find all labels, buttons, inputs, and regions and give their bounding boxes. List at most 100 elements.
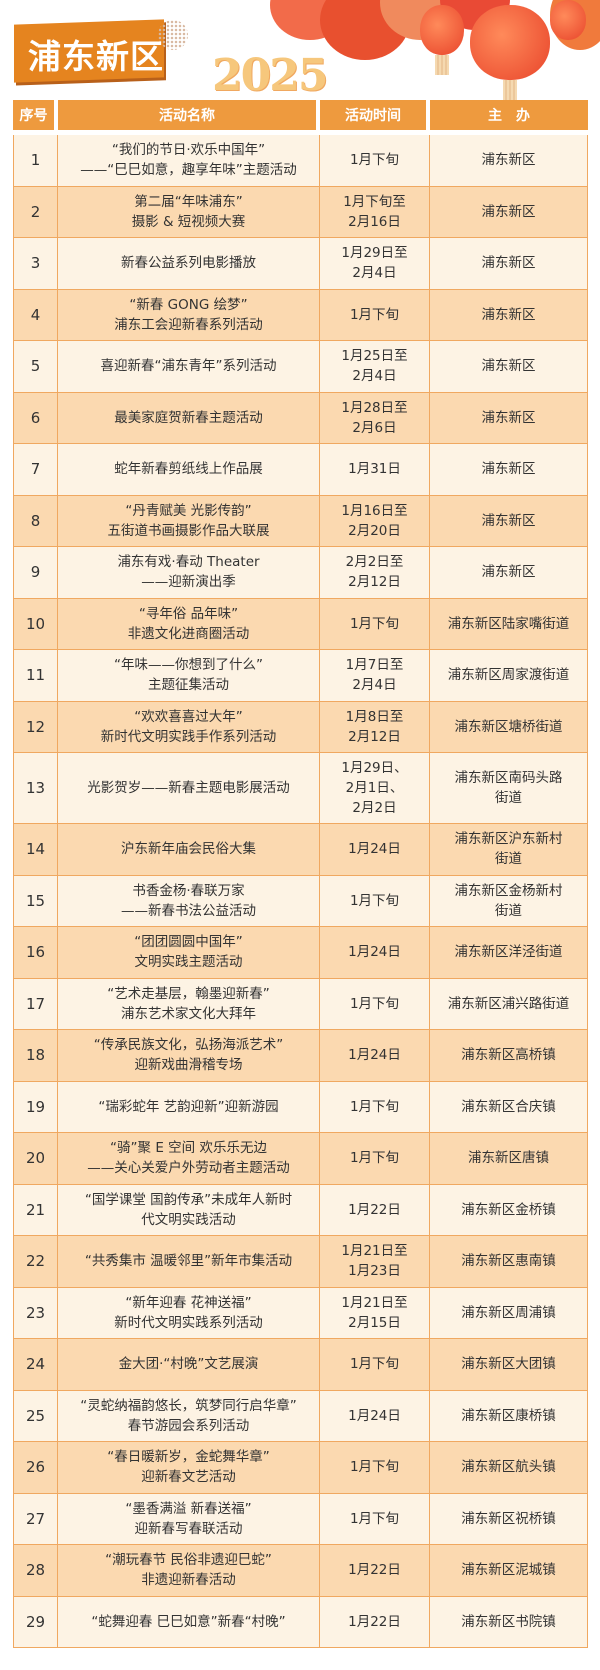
cell-number: 2 — [13, 186, 58, 238]
table-row: 3 新春公益系列电影播放 1月29日至 2月4日 浦东新区 — [13, 238, 588, 290]
table-body: 1 “我们的节日·欢乐中国年” ——“巳巳如意，趣享年味”主题活动 1月下旬 浦东新区… — [13, 135, 588, 1648]
cell-activity-name: “灵蛇纳福韵悠长，筑梦同行启华章” 春节游园会系列活动 — [58, 1390, 320, 1442]
cell-activity-time: 1月下旬 — [320, 1442, 430, 1494]
cell-activity-time: 1月16日至 2月20日 — [320, 495, 430, 547]
cell-host: 浦东新区 — [430, 547, 588, 599]
cell-host: 浦东新区 — [430, 186, 588, 238]
table-header-row: 序号 活动名称 活动时间 主 办 — [13, 100, 588, 135]
cell-activity-name: 书香金杨·春联万家 ——新春书法公益活动 — [58, 875, 320, 927]
cell-number: 16 — [13, 927, 58, 979]
cell-host: 浦东新区 — [430, 238, 588, 290]
cell-activity-time: 1月下旬 — [320, 135, 430, 187]
cell-activity-name: 蛇年新春剪纸线上作品展 — [58, 444, 320, 496]
table-row: 26 “春日暖新岁，金蛇舞华章” 迎新春文艺活动 1月下旬 浦东新区航头镇 — [13, 1442, 588, 1494]
cell-number: 3 — [13, 238, 58, 290]
cell-activity-time: 1月21日至 1月23日 — [320, 1236, 430, 1288]
cell-activity-time: 1月24日 — [320, 1030, 430, 1082]
cell-host: 浦东新区合庆镇 — [430, 1081, 588, 1133]
table-row: 5 喜迎新春“浦东青年”系列活动 1月25日至 2月4日 浦东新区 — [13, 341, 588, 393]
cell-number: 10 — [13, 598, 58, 650]
cell-activity-time: 1月24日 — [320, 1390, 430, 1442]
cell-host: 浦东新区康桥镇 — [430, 1390, 588, 1442]
cell-activity-name: “瑞彩蛇年 艺韵迎新”迎新游园 — [58, 1081, 320, 1133]
cell-number: 13 — [13, 753, 58, 824]
cell-activity-time: 1月下旬至 2月16日 — [320, 186, 430, 238]
cell-number: 9 — [13, 547, 58, 599]
cell-number: 15 — [13, 875, 58, 927]
cell-host: 浦东新区 — [430, 341, 588, 393]
table-row: 24 金大团·“村晚”文艺展演 1月下旬 浦东新区大团镇 — [13, 1339, 588, 1391]
cell-number: 26 — [13, 1442, 58, 1494]
page-title: 浦东新区 — [28, 37, 164, 76]
cell-activity-name: “团团圆圆中国年” 文明实践主题活动 — [58, 927, 320, 979]
cell-number: 17 — [13, 978, 58, 1030]
cell-host: 浦东新区金杨新村 街道 — [430, 875, 588, 927]
cell-host: 浦东新区唐镇 — [430, 1133, 588, 1185]
cell-activity-time: 1月下旬 — [320, 1133, 430, 1185]
cell-activity-time: 1月下旬 — [320, 289, 430, 341]
table-row: 29 “蛇舞迎春 巳巳如意”新春“村晚” 1月22日 浦东新区书院镇 — [13, 1596, 588, 1648]
table-row: 19 “瑞彩蛇年 艺韵迎新”迎新游园 1月下旬 浦东新区合庆镇 — [13, 1081, 588, 1133]
cell-number: 18 — [13, 1030, 58, 1082]
cell-activity-name: “新年迎春 花神送福” 新时代文明实践系列活动 — [58, 1287, 320, 1339]
cell-activity-time: 1月29日、 2月1日、 2月2日 — [320, 753, 430, 824]
cell-activity-name: 浦东有戏·春动 Theater ——迎新演出季 — [58, 547, 320, 599]
column-header-number: 序号 — [13, 100, 58, 135]
table-row: 25 “灵蛇纳福韵悠长，筑梦同行启华章” 春节游园会系列活动 1月24日 浦东新区康桥… — [13, 1390, 588, 1442]
cell-activity-name: 喜迎新春“浦东青年”系列活动 — [58, 341, 320, 393]
cell-host: 浦东新区周家渡街道 — [430, 650, 588, 702]
cell-number: 23 — [13, 1287, 58, 1339]
table-row: 27 “墨香满溢 新春送福” 迎新春写春联活动 1月下旬 浦东新区祝桥镇 — [13, 1493, 588, 1545]
cell-host: 浦东新区书院镇 — [430, 1596, 588, 1648]
cell-host: 浦东新区塘桥街道 — [430, 701, 588, 753]
cell-host: 浦东新区周浦镇 — [430, 1287, 588, 1339]
cell-number: 29 — [13, 1596, 58, 1648]
cell-activity-time: 1月25日至 2月4日 — [320, 341, 430, 393]
cell-activity-time: 1月下旬 — [320, 978, 430, 1030]
cell-activity-time: 1月29日至 2月4日 — [320, 238, 430, 290]
cell-activity-time: 1月7日至 2月4日 — [320, 650, 430, 702]
cell-activity-name: 沪东新年庙会民俗大集 — [58, 824, 320, 876]
cell-activity-time: 1月28日至 2月6日 — [320, 392, 430, 444]
cell-number: 14 — [13, 824, 58, 876]
cell-number: 8 — [13, 495, 58, 547]
table-row: 15 书香金杨·春联万家 ——新春书法公益活动 1月下旬 浦东新区金杨新村 街道 — [13, 875, 588, 927]
table-row: 1 “我们的节日·欢乐中国年” ——“巳巳如意，趣享年味”主题活动 1月下旬 浦东新区 — [13, 135, 588, 187]
cell-activity-time: 1月下旬 — [320, 1339, 430, 1391]
cell-activity-name: “国学课堂 国韵传承”未成年人新时 代文明实践活动 — [58, 1184, 320, 1236]
table-row: 16 “团团圆圆中国年” 文明实践主题活动 1月24日 浦东新区洋泾街道 — [13, 927, 588, 979]
table-row: 13 光影贺岁——新春主题电影展活动 1月29日、 2月1日、 2月2日 浦东新区南码… — [13, 753, 588, 824]
cell-activity-time: 1月24日 — [320, 824, 430, 876]
table-row: 28 “潮玩春节 民俗非遗迎巳蛇” 非遗迎新春活动 1月22日 浦东新区泥城镇 — [13, 1545, 588, 1597]
cell-host: 浦东新区祝桥镇 — [430, 1493, 588, 1545]
table-row: 14 沪东新年庙会民俗大集 1月24日 浦东新区沪东新村 街道 — [13, 824, 588, 876]
cell-host: 浦东新区 — [430, 392, 588, 444]
cell-activity-name: 光影贺岁——新春主题电影展活动 — [58, 753, 320, 824]
cell-activity-name: “寻年俗 品年味” 非遗文化进商圈活动 — [58, 598, 320, 650]
table-row: 21 “国学课堂 国韵传承”未成年人新时 代文明实践活动 1月22日 浦东新区金桥镇 — [13, 1184, 588, 1236]
cell-activity-name: “丹青赋美 光影传韵” 五街道书画摄影作品大联展 — [58, 495, 320, 547]
cell-activity-name: “欢欢喜喜过大年” 新时代文明实践手作系列活动 — [58, 701, 320, 753]
column-header-host: 主 办 — [430, 100, 588, 135]
cell-number: 4 — [13, 289, 58, 341]
cell-activity-time: 1月下旬 — [320, 1493, 430, 1545]
cell-host: 浦东新区高桥镇 — [430, 1030, 588, 1082]
table-row: 8 “丹青赋美 光影传韵” 五街道书画摄影作品大联展 1月16日至 2月20日 浦东新… — [13, 495, 588, 547]
cell-activity-time: 1月下旬 — [320, 1081, 430, 1133]
cell-activity-name: 金大团·“村晚”文艺展演 — [58, 1339, 320, 1391]
cell-number: 24 — [13, 1339, 58, 1391]
cell-activity-name: “传承民族文化，弘扬海派艺术” 迎新戏曲滑稽专场 — [58, 1030, 320, 1082]
cell-activity-name: “新春 GONG 绘梦” 浦东工会迎新春系列活动 — [58, 289, 320, 341]
cell-number: 1 — [13, 135, 58, 187]
cell-activity-name: “潮玩春节 民俗非遗迎巳蛇” 非遗迎新春活动 — [58, 1545, 320, 1597]
cell-host: 浦东新区洋泾街道 — [430, 927, 588, 979]
cell-number: 11 — [13, 650, 58, 702]
cell-host: 浦东新区 — [430, 135, 588, 187]
table-row: 23 “新年迎春 花神送福” 新时代文明实践系列活动 1月21日至 2月15日 浦东新… — [13, 1287, 588, 1339]
cell-number: 6 — [13, 392, 58, 444]
table-row: 9 浦东有戏·春动 Theater ——迎新演出季 2月2日至 2月12日 浦东新区 — [13, 547, 588, 599]
cell-activity-name: 第二届“年味浦东” 摄影 & 短视频大赛 — [58, 186, 320, 238]
cell-activity-time: 1月22日 — [320, 1596, 430, 1648]
cell-number: 7 — [13, 444, 58, 496]
flowers-lanterns-decoration — [260, 0, 600, 115]
